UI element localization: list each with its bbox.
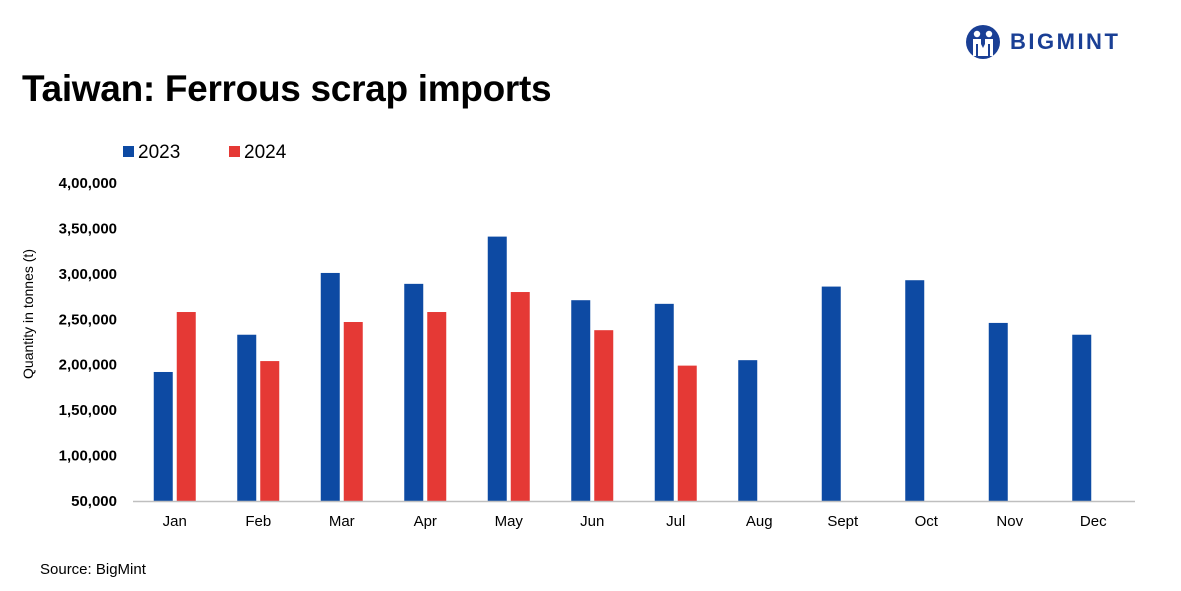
x-tick-label: Nov [996,513,1023,530]
bar-2024-may [510,292,530,501]
x-tick-label: Oct [915,513,939,530]
y-axis-label: Quantity in tonnes (t) [20,249,36,379]
x-tick-label: Sept [827,513,859,530]
bar-2023-feb [237,334,257,501]
bar-2024-apr [427,312,447,501]
x-tick-label: Aug [746,513,773,530]
legend-label-2023: 2023 [138,142,180,163]
y-tick-label: 3,50,000 [59,220,117,237]
bar-2023-dec [1072,334,1092,501]
bar-2023-mar [320,272,340,501]
bigmint-logo-icon [966,25,1000,59]
bar-2024-mar [343,322,363,501]
bar-2024-jun [594,330,614,501]
x-tick-label: Dec [1080,513,1107,530]
x-tick-label: May [495,513,524,530]
y-tick-label: 1,00,000 [59,448,117,465]
bar-2023-jul [654,303,674,501]
bar-2023-jun [571,300,591,501]
y-tick-label: 1,50,000 [59,402,117,419]
bar-2023-apr [404,283,424,501]
bar-2023-sept [821,286,841,501]
y-tick-label: 3,00,000 [59,266,117,283]
x-tick-label: Mar [329,513,355,530]
bar-2024-feb [260,361,280,501]
x-tick-label: Feb [245,513,271,530]
y-tick-label: 4,00,000 [59,175,117,192]
bar-2023-jan [153,371,173,501]
y-tick-label: 50,000 [71,493,117,510]
source-note: Source: BigMint [40,561,146,578]
x-tick-label: Jan [163,513,187,530]
y-tick-label: 2,50,000 [59,311,117,328]
x-tick-label: Apr [414,513,437,530]
bigmint-logo: BIGMINT [965,22,1120,62]
bar-2023-may [487,236,507,501]
bigmint-logo-text: BIGMINT [1010,29,1121,54]
bar-2024-jan [176,312,196,501]
bar-2023-oct [905,280,925,501]
legend-swatch-2023 [123,146,134,157]
chart-title: Taiwan: Ferrous scrap imports [22,68,552,109]
x-tick-label: Jun [580,513,604,530]
y-tick-label: 2,00,000 [59,357,117,374]
x-tick-label: Jul [666,513,685,530]
legend-swatch-2024 [229,146,240,157]
bar-2023-nov [988,322,1008,501]
bar-2024-jul [677,365,697,501]
legend-label-2024: 2024 [244,142,287,163]
bar-2023-aug [738,360,758,501]
